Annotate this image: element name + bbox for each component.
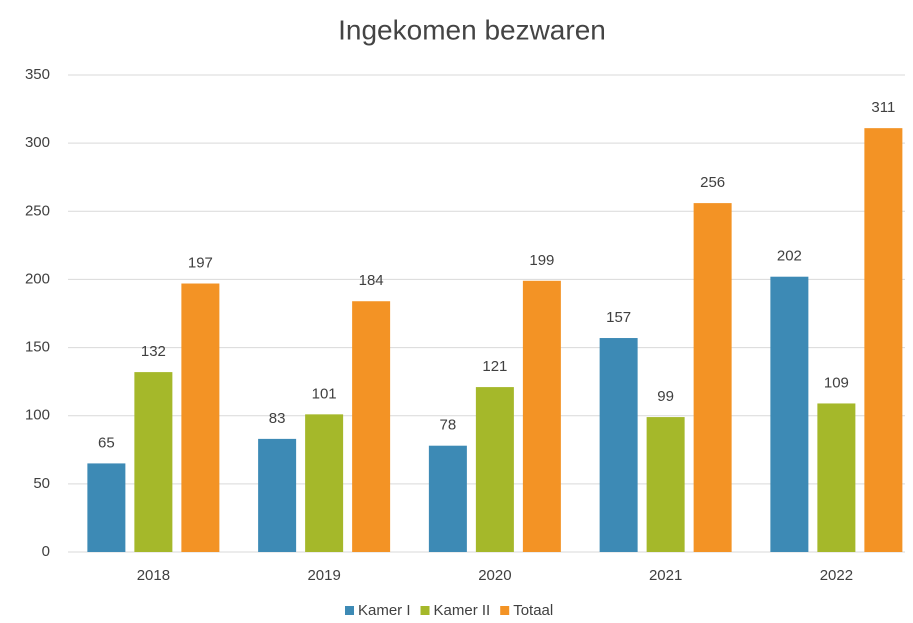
bar: [693, 203, 732, 552]
bar: [770, 276, 809, 552]
y-tick-label: 300: [25, 134, 50, 151]
data-label: 202: [777, 248, 802, 265]
data-label: 78: [440, 417, 457, 434]
y-tick-label: 150: [25, 339, 50, 356]
y-tick-label: 200: [25, 270, 50, 287]
x-tick-label: 2020: [478, 567, 511, 584]
data-label: 109: [824, 374, 849, 391]
x-tick-label: 2022: [820, 567, 853, 584]
legend-label: Totaal: [513, 602, 553, 619]
data-label: 256: [700, 174, 725, 191]
y-tick-label: 50: [33, 475, 50, 492]
y-tick-label: 0: [42, 543, 50, 560]
bar: [305, 414, 344, 552]
bar: [181, 283, 220, 552]
chart-title: Ingekomen bezwaren: [338, 14, 606, 45]
y-tick-label: 350: [25, 66, 50, 83]
y-tick-label: 100: [25, 407, 50, 424]
data-label: 99: [657, 388, 674, 405]
bar: [258, 438, 297, 552]
legend-label: Kamer I: [358, 602, 411, 619]
bar: [864, 128, 903, 552]
data-label: 311: [871, 99, 895, 116]
x-tick-label: 2019: [307, 567, 340, 584]
bar: [817, 403, 856, 552]
bar: [428, 445, 467, 552]
bar: [475, 387, 514, 552]
legend-swatch: [345, 606, 354, 615]
data-label: 197: [188, 254, 213, 271]
data-label: 184: [359, 272, 384, 289]
legend-swatch: [420, 606, 430, 615]
bar: [87, 463, 126, 552]
data-label: 132: [141, 343, 166, 360]
bar: [134, 372, 173, 552]
data-label: 157: [606, 309, 631, 326]
legend-label: Kamer II: [434, 602, 491, 619]
data-label: 199: [529, 252, 554, 269]
data-label: 101: [312, 385, 337, 402]
bar: [522, 280, 561, 552]
x-tick-label: 2021: [649, 567, 682, 584]
y-tick-label: 250: [25, 202, 50, 219]
bar: [646, 417, 685, 552]
data-label: 65: [98, 434, 115, 451]
legend-swatch: [500, 606, 510, 615]
bar: [599, 338, 638, 552]
bar: [352, 301, 391, 552]
data-label: 83: [269, 410, 286, 427]
data-label: 121: [482, 358, 507, 375]
x-tick-label: 2018: [137, 567, 170, 584]
